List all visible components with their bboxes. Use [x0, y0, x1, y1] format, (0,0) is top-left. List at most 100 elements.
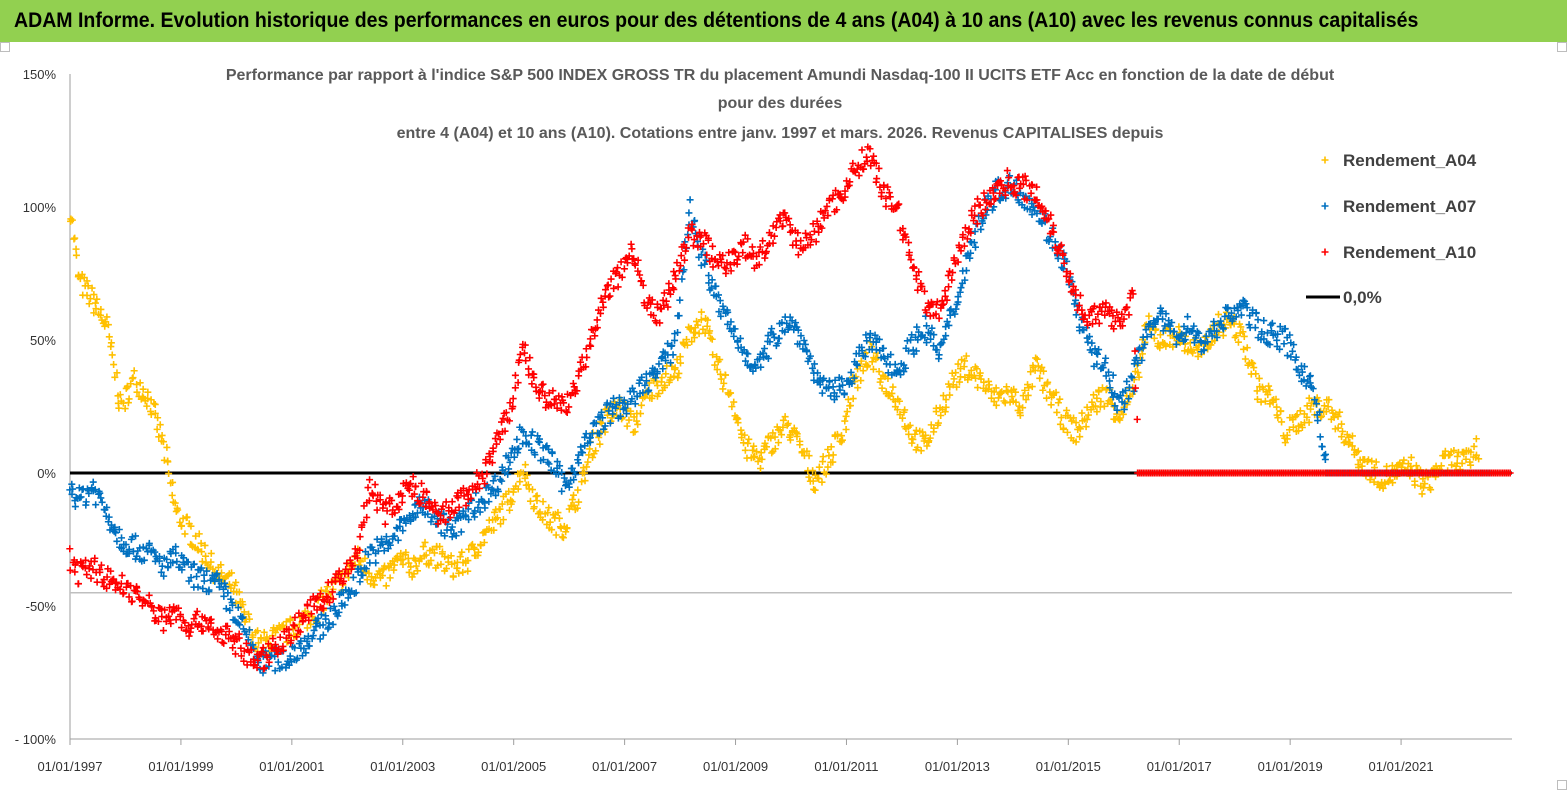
data-point: [1050, 228, 1058, 236]
data-point: [589, 453, 597, 461]
x-tick-label: 01/01/2001: [259, 759, 324, 774]
data-point: [972, 374, 980, 382]
data-point: [1303, 413, 1311, 421]
data-point: [980, 189, 988, 197]
data-point: [474, 480, 482, 488]
data-point: [253, 664, 261, 672]
data-point: [269, 635, 277, 643]
data-point: [560, 399, 568, 407]
data-point: [735, 252, 743, 260]
data-point: [422, 502, 430, 510]
data-point: [228, 569, 236, 577]
data-point: [575, 459, 583, 467]
data-point: [905, 239, 913, 247]
data-point: [996, 177, 1004, 185]
data-point: [87, 574, 95, 582]
data-point: [190, 560, 198, 568]
data-point: [585, 451, 593, 459]
data-point: [990, 196, 998, 204]
chart-title-line: pour des durées: [718, 95, 843, 112]
resize-handle-top-left[interactable]: [0, 42, 10, 52]
data-point: [363, 513, 371, 521]
data-point: [1219, 325, 1227, 333]
data-point: [660, 301, 668, 309]
data-point: [181, 619, 189, 627]
data-point: [562, 528, 570, 536]
data-point: [652, 374, 660, 382]
data-point: [1032, 354, 1040, 362]
data-point: [533, 492, 541, 500]
data-point: [1379, 484, 1387, 492]
data-point: [760, 345, 768, 352]
data-point: [670, 285, 678, 293]
data-point: [1334, 412, 1342, 420]
data-point: [234, 604, 242, 612]
data-point: [906, 421, 914, 429]
data-point: [193, 607, 201, 615]
data-point: [105, 333, 113, 341]
data-point: [797, 332, 805, 340]
data-point: [545, 460, 553, 468]
data-point: [695, 330, 703, 338]
data-point: [1023, 196, 1031, 204]
data-point: [706, 327, 714, 335]
data-point: [521, 349, 529, 357]
data-point: [407, 563, 415, 571]
data-point: [565, 403, 573, 411]
data-point: [1260, 335, 1268, 343]
data-point: [291, 644, 299, 652]
data-point: [599, 298, 607, 306]
data-point: [437, 529, 445, 537]
data-point: [602, 286, 610, 294]
data-point: [965, 225, 973, 233]
data-point: [349, 562, 357, 570]
data-point: [868, 358, 876, 366]
data-point: [1263, 329, 1271, 337]
data-point: [1047, 401, 1055, 409]
data-point: [274, 658, 282, 666]
data-point: [472, 485, 480, 493]
data-point: [255, 639, 263, 647]
data-point: [378, 572, 386, 580]
data-point: [483, 470, 491, 478]
data-point: [461, 511, 469, 519]
data-point: [1049, 221, 1057, 229]
data-point: [655, 360, 663, 368]
data-point: [803, 447, 811, 455]
data-point: [468, 540, 476, 548]
data-point: [1106, 384, 1114, 392]
data-point: [923, 309, 931, 317]
data-point: [218, 627, 226, 635]
data-point: [382, 533, 390, 541]
data-point: [985, 381, 993, 389]
data-point: [623, 410, 630, 418]
data-point: [240, 608, 248, 616]
data-point: [380, 547, 388, 555]
data-point: [88, 284, 96, 292]
data-point: [1193, 328, 1201, 336]
data-point: [371, 481, 379, 489]
data-point: [297, 637, 305, 645]
data-point: [860, 165, 868, 173]
data-point: [1189, 327, 1197, 335]
data-point: [658, 374, 666, 382]
data-point: [221, 579, 229, 587]
data-point: [1044, 378, 1052, 386]
data-point: [769, 429, 777, 437]
data-point: [367, 573, 375, 581]
data-point: [570, 491, 578, 499]
data-point: [1219, 332, 1227, 340]
series-Rendement_A04: [67, 215, 1483, 655]
data-point: [606, 419, 614, 427]
data-point: [571, 470, 579, 478]
data-point: [542, 398, 550, 406]
data-point: [1252, 370, 1260, 378]
data-point: [385, 564, 393, 572]
data-point: [961, 276, 969, 284]
data-point: [312, 623, 320, 631]
data-point: [264, 640, 272, 648]
data-point: [609, 410, 617, 418]
data-point: [386, 574, 394, 582]
data-point: [751, 360, 759, 368]
data-point: [902, 364, 910, 372]
